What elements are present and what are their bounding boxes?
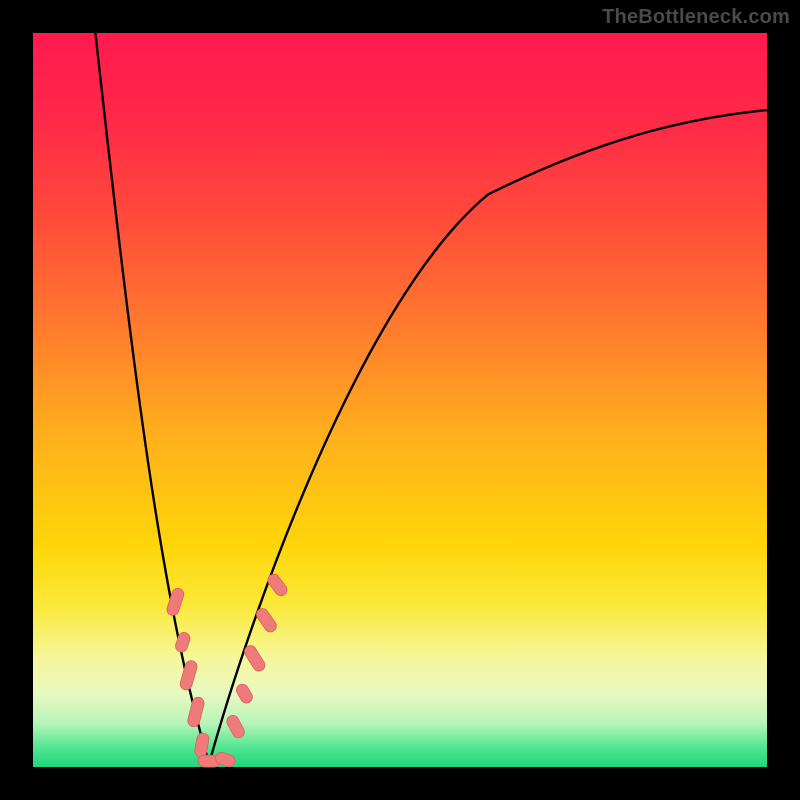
chart-svg xyxy=(0,0,800,800)
plot-gradient-background xyxy=(33,33,767,767)
chart-stage: TheBottleneck.com xyxy=(0,0,800,800)
attribution-text: TheBottleneck.com xyxy=(602,6,790,29)
